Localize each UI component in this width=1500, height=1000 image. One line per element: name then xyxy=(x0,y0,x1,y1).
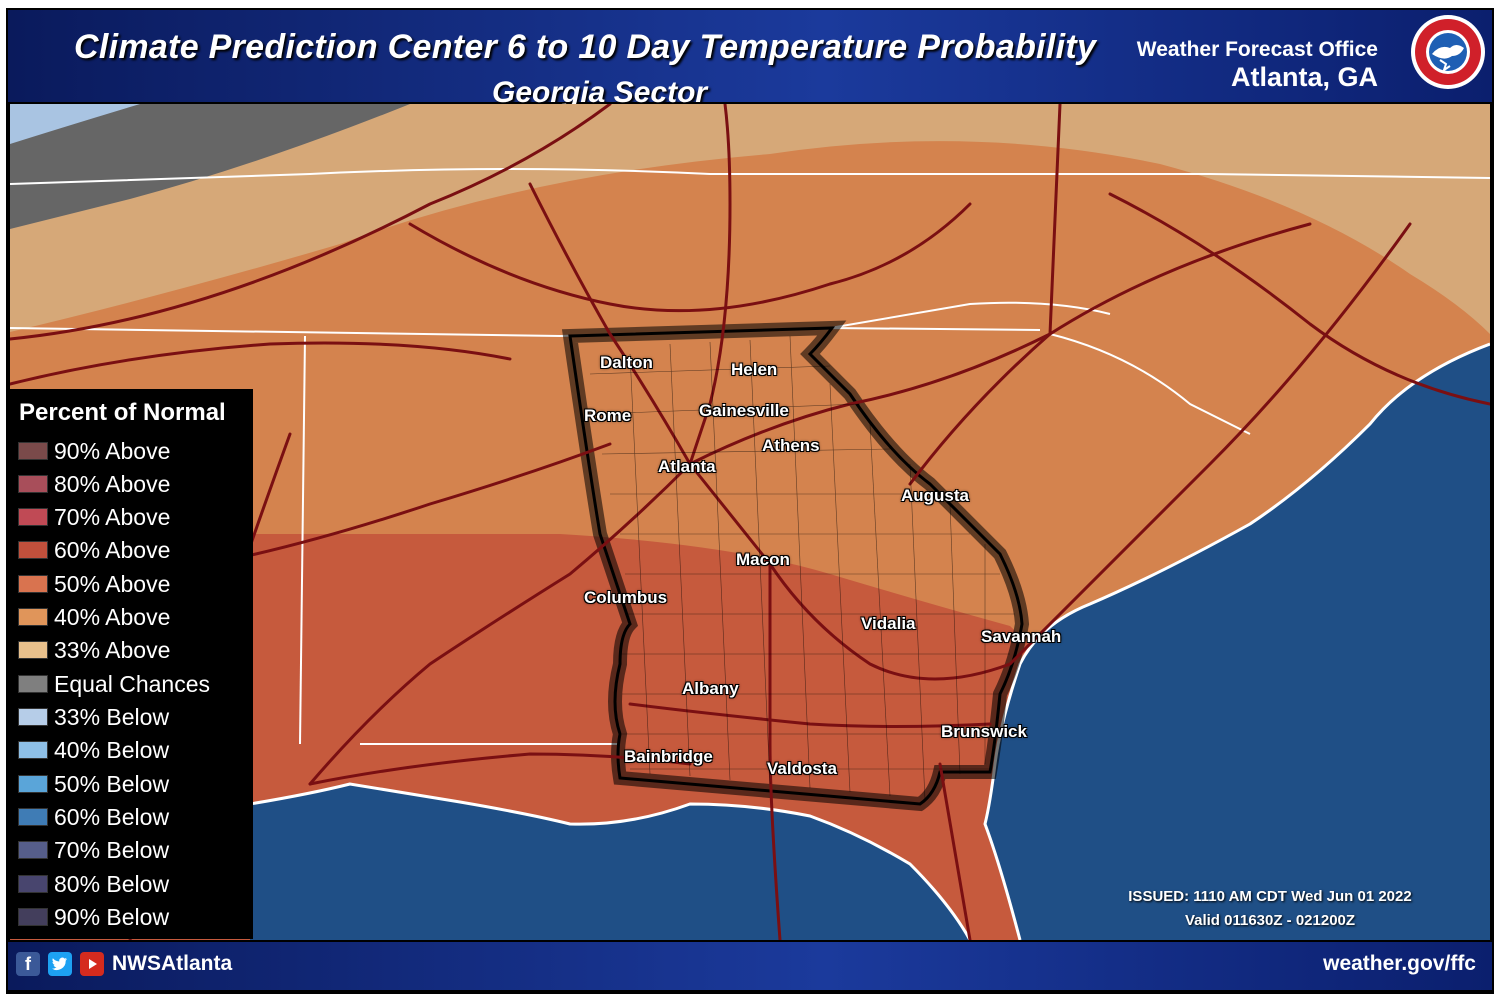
youtube-icon[interactable] xyxy=(80,952,104,976)
legend-item: 40% Below xyxy=(18,736,169,764)
page-title: Climate Prediction Center 6 to 10 Day Te… xyxy=(74,28,1097,66)
city-label-bainbridge: Bainbridge xyxy=(624,747,713,766)
website-link[interactable]: weather.gov/ffc xyxy=(1323,952,1476,975)
legend-label: Equal Chances xyxy=(54,670,210,697)
legend-label: 60% Below xyxy=(54,803,170,830)
city-label-macon: Macon xyxy=(736,550,790,569)
legend-swatch xyxy=(18,508,48,526)
city-label-gainesville: Gainesville xyxy=(699,401,789,420)
legend-item: 33% Below xyxy=(18,703,169,731)
city-label-savannah: Savannah xyxy=(981,627,1062,646)
legend-item: Equal Chances xyxy=(18,670,210,698)
legend-swatch xyxy=(18,575,48,593)
issued-time: ISSUED: 1110 AM CDT Wed Jun 01 2022 xyxy=(1128,888,1412,905)
legend-swatch xyxy=(18,641,48,659)
city-label-augusta: Augusta xyxy=(901,486,969,505)
legend-item: 90% Below xyxy=(18,903,169,931)
legend-swatch xyxy=(18,875,48,893)
legend-label: 40% Above xyxy=(54,603,171,630)
legend-label: 60% Above xyxy=(54,536,171,563)
region-equal-chances xyxy=(10,104,410,229)
legend-label: 50% Above xyxy=(54,570,171,597)
header-banner: Climate Prediction Center 6 to 10 Day Te… xyxy=(8,10,1492,109)
legend-swatch xyxy=(18,442,48,460)
atlantic-coastline xyxy=(983,342,1490,940)
region-33-below xyxy=(10,104,140,144)
legend-swatch xyxy=(18,708,48,726)
legend-title: Percent of Normal xyxy=(19,399,226,426)
city-label-rome: Rome xyxy=(584,406,632,425)
legend-swatch xyxy=(18,475,48,493)
legend-label: 33% Above xyxy=(54,636,171,663)
legend-label: 80% Above xyxy=(54,470,171,497)
legend-swatch xyxy=(18,675,48,693)
social-handle[interactable]: NWSAtlanta xyxy=(112,952,233,975)
forecast-map: Dalton Helen Rome Gainesville Athens Atl… xyxy=(10,104,1490,940)
highway-network xyxy=(10,104,1490,940)
legend-item: 60% Above xyxy=(18,536,170,564)
legend-item: 90% Above xyxy=(18,437,170,465)
legend-label: 90% Below xyxy=(54,903,170,930)
city-label-brunswick: Brunswick xyxy=(941,722,1027,741)
facebook-icon[interactable]: f xyxy=(16,952,40,976)
legend-swatch xyxy=(18,775,48,793)
legend-label: 50% Below xyxy=(54,770,170,797)
legend-swatch xyxy=(18,741,48,759)
legend-item: 60% Below xyxy=(18,803,169,831)
legend-item: 70% Below xyxy=(18,836,169,864)
city-label-valdosta: Valdosta xyxy=(767,759,837,778)
city-label-dalton: Dalton xyxy=(600,353,653,372)
county-lines xyxy=(589,335,1015,801)
page-subtitle: Georgia Sector xyxy=(492,76,708,109)
legend-item: 80% Below xyxy=(18,870,169,898)
georgia-outline xyxy=(568,326,1024,806)
footer-banner: f NWSAtlanta weather.gov/ffc xyxy=(8,942,1492,990)
legend-label: 80% Below xyxy=(54,870,170,897)
legend-label: 70% Above xyxy=(54,503,171,530)
legend-label: 70% Below xyxy=(54,836,170,863)
office-label: Weather Forecast Office xyxy=(1136,38,1378,61)
issued-stamp: ISSUED: 1110 AM CDT Wed Jun 01 2022 Vali… xyxy=(1070,885,1470,933)
city-label-helen: Helen xyxy=(731,360,778,379)
atlantic-ocean xyxy=(985,344,1490,940)
office-city: Atlanta, GA xyxy=(1230,62,1378,92)
gulf-coastline xyxy=(249,782,972,940)
legend-swatch xyxy=(18,808,48,826)
nws-logo-icon xyxy=(1411,15,1485,89)
city-label-columbus: Columbus xyxy=(584,588,668,607)
legend-item: 80% Above xyxy=(18,470,170,498)
city-label-albany: Albany xyxy=(682,679,739,698)
legend-item: 50% Below xyxy=(18,770,169,798)
legend-item: 33% Above xyxy=(18,636,170,664)
legend-panel: Percent of Normal 90% Above 80% Above 70… xyxy=(10,389,253,939)
twitter-icon[interactable] xyxy=(48,952,72,976)
valid-period: Valid 011630Z - 021200Z xyxy=(1184,912,1356,929)
legend-item: 50% Above xyxy=(18,570,170,598)
legend-label: 33% Below xyxy=(54,703,170,730)
legend-swatch xyxy=(18,541,48,559)
gulf-of-mexico xyxy=(250,784,970,940)
city-label-athens: Athens xyxy=(762,436,820,455)
map-canvas xyxy=(10,104,1490,940)
legend-swatch xyxy=(18,908,48,926)
legend-label: 90% Above xyxy=(54,437,171,464)
legend-item: 70% Above xyxy=(18,503,170,531)
legend-item: 40% Above xyxy=(18,603,170,631)
city-label-atlanta: Atlanta xyxy=(658,457,716,476)
city-label-vidalia: Vidalia xyxy=(861,614,916,633)
legend-swatch xyxy=(18,841,48,859)
legend-swatch xyxy=(18,608,48,626)
legend-label: 40% Below xyxy=(54,736,170,763)
